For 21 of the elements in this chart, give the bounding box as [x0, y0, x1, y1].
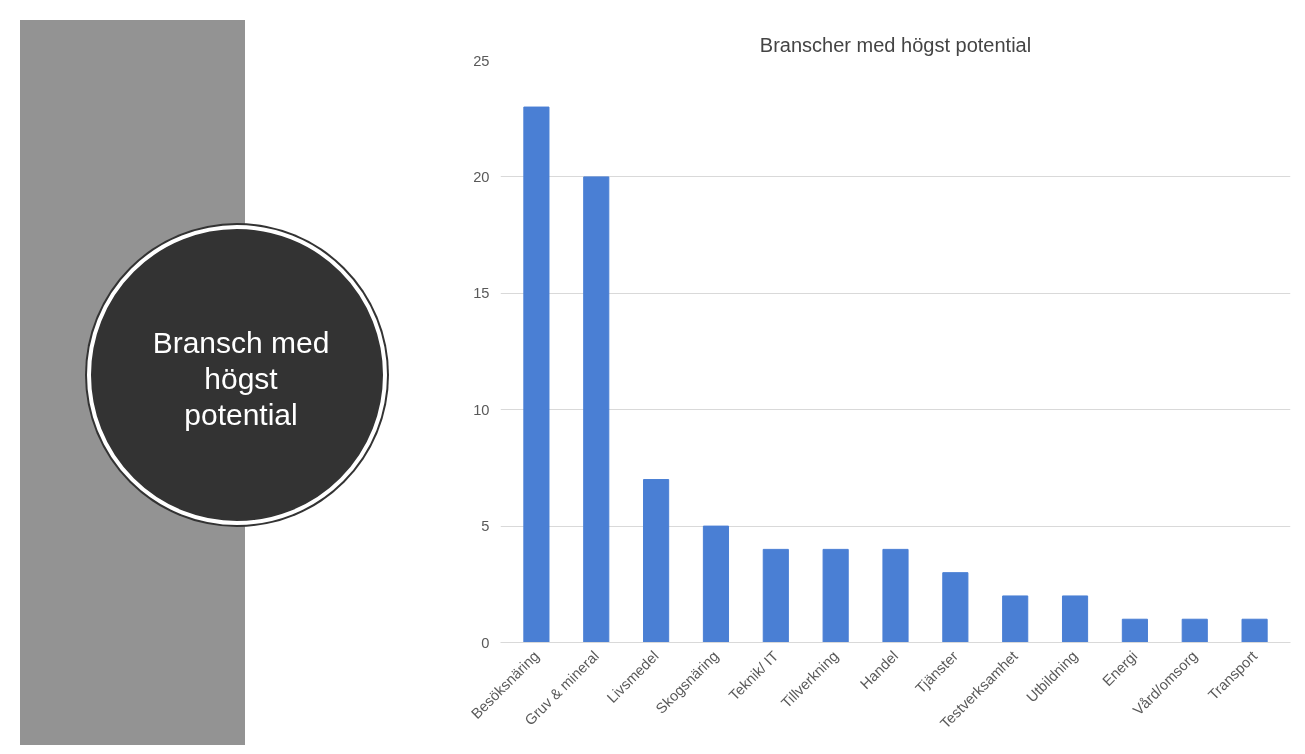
bar: [1061, 595, 1089, 643]
bar: [822, 548, 849, 643]
y-tick-label: 15: [473, 285, 490, 302]
bar: [942, 572, 969, 643]
bar: [702, 525, 730, 643]
bar: [1181, 618, 1208, 643]
bar: [523, 106, 550, 643]
y-tick-label: 25: [473, 52, 490, 69]
y-tick-label: 5: [481, 518, 490, 535]
text: Bransch med högst potential: [151, 325, 331, 433]
bar: [643, 479, 670, 643]
bar: [1121, 618, 1148, 643]
chart-title: Branscher med högst potential: [759, 33, 1032, 56]
bar: [762, 548, 789, 643]
bar: [1002, 595, 1029, 643]
y-tick-label: 20: [473, 168, 490, 185]
bar: [1241, 618, 1268, 643]
y-tick-label: 10: [473, 401, 490, 418]
y-tick-label: 0: [481, 634, 490, 651]
bar: [583, 176, 610, 643]
bar: [882, 548, 909, 643]
